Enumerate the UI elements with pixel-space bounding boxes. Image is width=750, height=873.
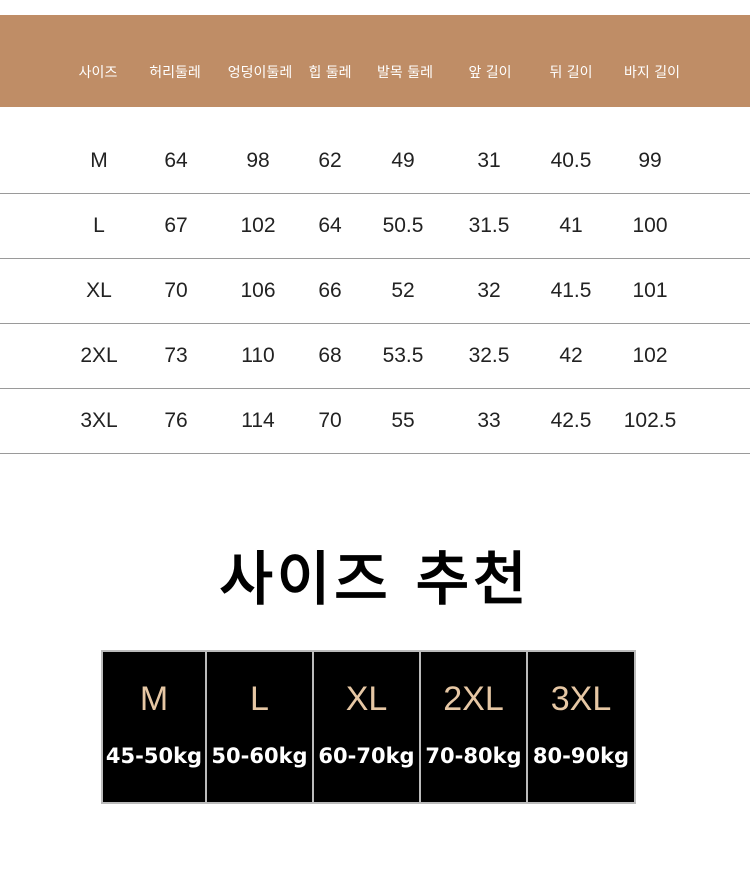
table-cell: 31.5 <box>468 213 510 237</box>
column-header: 힙 둘레 <box>308 65 352 81</box>
table-cell: 67 <box>164 213 188 237</box>
table-cell: XL <box>86 278 112 302</box>
table-cell: 32 <box>477 278 501 302</box>
box-weight-label: 60-70kg <box>318 744 415 768</box>
table-cell: 102 <box>240 213 276 237</box>
table-cell: 2XL <box>80 343 118 367</box>
table-cell: 66 <box>318 278 342 302</box>
box-weight-label: 80-90kg <box>532 744 630 768</box>
box-weight-label: 50-60kg <box>211 744 308 768</box>
table-cell: 62 <box>318 148 342 172</box>
table-cell: 64 <box>164 148 188 172</box>
table-cell: 102.5 <box>623 408 677 432</box>
table-cell: 41 <box>559 213 583 237</box>
table-cell: 64 <box>318 213 342 237</box>
table-header <box>0 15 750 107</box>
table-row: XL 70 106 66 52 32 41.5 101 <box>0 258 750 324</box>
table-cell: 106 <box>240 278 276 302</box>
box-size-label: 3XL <box>550 680 612 718</box>
box-weight-label: 45-50kg <box>105 744 203 768</box>
table-cell: 32.5 <box>468 343 510 367</box>
table-row: 3XL 76 114 70 55 33 42.5 102.5 <box>0 388 750 454</box>
table-cell: 98 <box>246 148 270 172</box>
table-cell: L <box>93 213 105 237</box>
table-cell: 53.5 <box>382 343 424 367</box>
size-recommend-box <box>419 650 528 804</box>
table-cell: 41.5 <box>550 278 592 302</box>
table-cell: M <box>90 148 108 172</box>
column-header: 발목 둘레 <box>377 65 433 81</box>
box-weight-label: 70-80kg <box>425 744 522 768</box>
table-cell: 42 <box>559 343 583 367</box>
table-cell: 110 <box>241 343 275 367</box>
size-recommend-box <box>101 650 207 804</box>
table-cell: 52 <box>391 278 415 302</box>
table-row: L 67 102 64 50.5 31.5 41 100 <box>0 193 750 259</box>
column-header: 바지 길이 <box>624 65 680 81</box>
box-size-label: L <box>250 680 269 718</box>
table-cell: 70 <box>164 278 188 302</box>
table-cell: 49 <box>391 148 415 172</box>
table-cell: 42.5 <box>550 408 592 432</box>
table-cell: 100 <box>632 213 668 237</box>
table-cell: 76 <box>164 408 188 432</box>
table-cell: 102 <box>632 343 668 367</box>
column-header: 뒤 길이 <box>549 65 593 81</box>
box-size-label: 2XL <box>443 680 504 718</box>
column-header: 앞 길이 <box>468 65 512 81</box>
table-cell: 40.5 <box>550 148 592 172</box>
size-recommend-box <box>526 650 636 804</box>
table-cell: 55 <box>391 408 415 432</box>
size-recommend-box <box>312 650 421 804</box>
box-size-label: M <box>139 680 169 718</box>
table-cell: 73 <box>164 343 188 367</box>
table-row: 2XL 73 110 68 53.5 32.5 42 102 <box>0 323 750 389</box>
table-cell: 70 <box>318 408 342 432</box>
table-cell: 68 <box>318 343 342 367</box>
size-recommend-box <box>205 650 314 804</box>
box-size-label: XL <box>345 680 388 718</box>
column-header: 허리둘레 <box>149 65 201 81</box>
recommend-title: 사이즈 추천 <box>219 545 531 613</box>
table-cell: 99 <box>638 148 662 172</box>
table-row: M 64 98 62 49 31 40.5 99 <box>0 128 750 194</box>
table-cell: 50.5 <box>382 213 424 237</box>
table-cell: 114 <box>241 408 275 432</box>
table-cell: 3XL <box>80 408 118 432</box>
table-cell: 101 <box>632 278 668 302</box>
table-cell: 31 <box>477 148 501 172</box>
column-header: 엉덩이둘레 <box>227 65 293 81</box>
table-cell: 33 <box>477 408 501 432</box>
column-header: 사이즈 <box>78 65 118 81</box>
